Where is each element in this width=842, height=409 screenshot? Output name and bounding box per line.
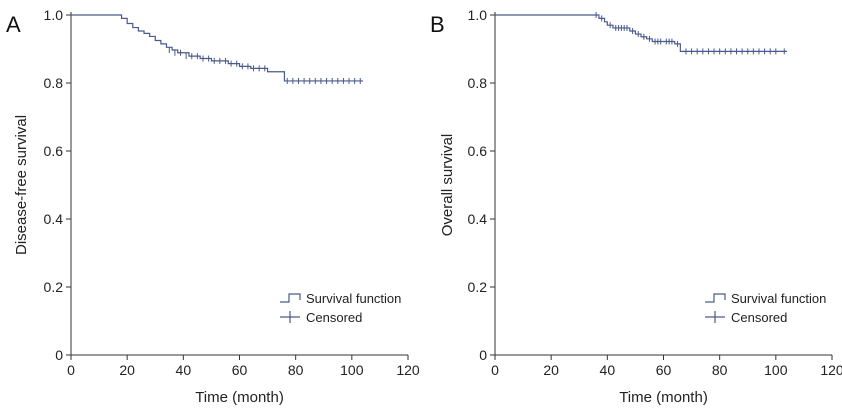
x-tick-label: 120 [820, 362, 842, 378]
panel-letter: B [430, 12, 445, 37]
legend-censored-label: Censored [306, 310, 362, 325]
survival-function-curve [71, 14, 364, 82]
legend-survival-label: Survival function [731, 291, 826, 306]
x-tick-label: 40 [176, 362, 192, 378]
x-tick-label: 80 [288, 362, 304, 378]
panel-letter: A [6, 12, 21, 37]
y-tick-label: 0.6 [44, 143, 64, 159]
y-tick-label: 0.6 [468, 143, 488, 159]
legend-survival-label: Survival function [306, 291, 401, 306]
y-tick-label: 1.0 [468, 7, 488, 23]
legend-survival-symbol [705, 293, 726, 303]
x-tick-label: 80 [712, 362, 728, 378]
y-tick-label: 0 [479, 347, 487, 363]
x-tick-label: 0 [491, 362, 499, 378]
legend-survival-symbol [280, 293, 301, 303]
x-tick-label: 60 [232, 362, 248, 378]
panel-b: B 0 20 40 60 80 100 120 0 0.2 0.4 0.6 0.8 1.0 Time (mo… [430, 7, 842, 406]
y-tick-label: 0.8 [468, 75, 488, 91]
survival-function-curve [495, 14, 788, 52]
y-tick-label: 1.0 [44, 7, 64, 23]
y-axis-title: Disease-free survival [13, 115, 30, 255]
x-axis-title: Time (month) [195, 389, 284, 406]
y-tick-label: 0 [55, 347, 63, 363]
x-tick-label: 100 [340, 362, 364, 378]
x-tick-label: 120 [396, 362, 420, 378]
y-tick-label: 0.4 [468, 211, 488, 227]
y-tick-label: 0.8 [44, 75, 64, 91]
x-tick-label: 20 [119, 362, 135, 378]
y-axis-title: Overall survival [439, 134, 456, 237]
x-tick-label: 100 [764, 362, 788, 378]
x-tick-label: 60 [656, 362, 672, 378]
y-tick-label: 0.2 [468, 279, 488, 295]
legend-censored-label: Censored [731, 310, 787, 325]
x-axis-title: Time (month) [619, 389, 708, 406]
x-tick-label: 20 [543, 362, 559, 378]
y-tick-label: 0.2 [44, 279, 64, 295]
panel-a: A 0 20 40 60 80 100 120 0 0.2 0.4 0.6 0.8 1.0 Time (mo… [6, 7, 420, 406]
x-tick-label: 40 [600, 362, 616, 378]
x-tick-label: 0 [67, 362, 75, 378]
y-tick-label: 0.4 [44, 211, 64, 227]
